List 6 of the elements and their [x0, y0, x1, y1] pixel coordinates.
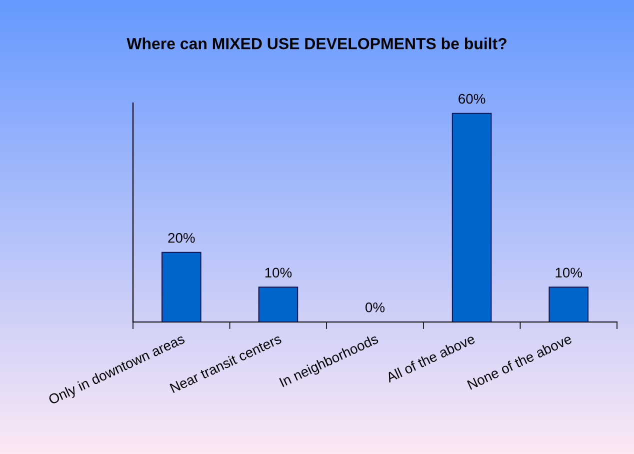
data-label: 0% — [366, 302, 385, 312]
chart-title: Where can MIXED USE DEVELOPMENTS be built? — [126, 38, 506, 50]
data-label: 60% — [458, 94, 486, 104]
data-label: 10% — [265, 268, 292, 278]
data-label: 10% — [556, 268, 582, 278]
data-label: 20% — [168, 232, 195, 243]
